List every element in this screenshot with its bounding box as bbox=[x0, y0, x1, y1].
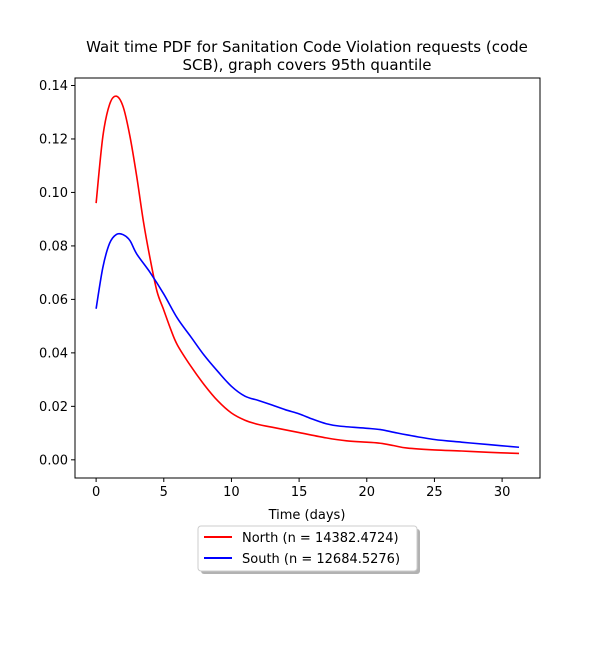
series-line-south bbox=[95, 232, 520, 449]
x-axis: 0 5 10 15 20 25 30 bbox=[92, 478, 510, 500]
y-tick-label: 0.08 bbox=[39, 239, 68, 254]
plot-frame bbox=[74, 77, 541, 479]
y-axis: 0.00 0.02 0.04 0.06 0.08 0.10 0.12 0.14 bbox=[39, 79, 75, 468]
y-tick-label: 0.00 bbox=[39, 453, 68, 468]
legend: North (n = 14382.4724) South (n = 12684.… bbox=[197, 525, 420, 574]
chart-title-line-2: SCB), graph covers 95th quantile bbox=[182, 56, 431, 74]
y-tick-label: 0.12 bbox=[39, 132, 68, 147]
legend-label-north: North (n = 14382.4724) bbox=[242, 531, 399, 546]
y-tick-label: 0.02 bbox=[39, 400, 68, 415]
series-line-north bbox=[95, 95, 520, 455]
x-tick-label: 15 bbox=[291, 485, 308, 500]
chart-title-line-1: Wait time PDF for Sanitation Code Violat… bbox=[86, 38, 528, 56]
x-tick-label: 30 bbox=[494, 485, 511, 500]
y-tick-label: 0.06 bbox=[39, 293, 68, 308]
legend-label-south: South (n = 12684.5276) bbox=[242, 552, 400, 567]
x-axis-label: Time (days) bbox=[268, 508, 346, 523]
y-tick-label: 0.04 bbox=[39, 346, 68, 361]
plot-area bbox=[95, 95, 520, 455]
y-tick-label: 0.10 bbox=[39, 186, 68, 201]
legend-box bbox=[197, 525, 418, 572]
x-tick-label: 5 bbox=[160, 485, 168, 500]
x-tick-label: 0 bbox=[92, 485, 100, 500]
x-tick-label: 25 bbox=[426, 485, 443, 500]
y-tick-label: 0.14 bbox=[39, 79, 68, 94]
x-tick-label: 10 bbox=[223, 485, 240, 500]
x-tick-label: 20 bbox=[359, 485, 376, 500]
